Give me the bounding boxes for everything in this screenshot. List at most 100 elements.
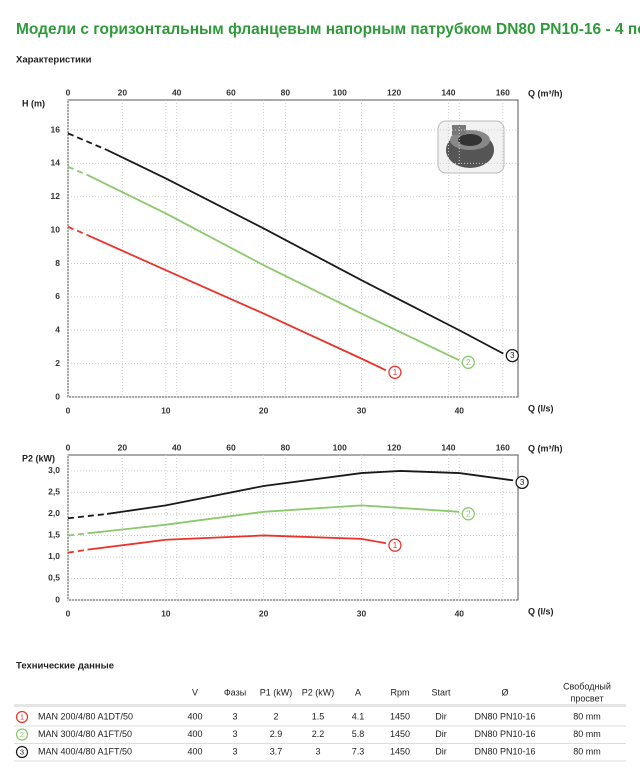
x2-tick-label: 0 — [66, 87, 71, 97]
y-tick-label: 0 — [55, 594, 60, 604]
row-marker — [15, 728, 29, 741]
y-axis-label: P2 (kW) — [22, 453, 55, 463]
series-line — [67, 132, 108, 151]
table-cell: 2.2 — [312, 729, 325, 739]
y-tick-label: 1,5 — [48, 530, 60, 540]
series-marker — [388, 365, 402, 379]
table-cell: 3.7 — [270, 746, 283, 756]
table-cell: Dir — [435, 711, 447, 721]
table-cell: 1450 — [390, 746, 410, 756]
x2-tick-label: 140 — [441, 442, 455, 452]
table-cell: 1450 — [390, 729, 410, 739]
x2-tick-label: 60 — [226, 87, 236, 97]
series-line — [87, 174, 460, 362]
series-label: 3 — [510, 351, 515, 360]
y-tick-label: 10 — [51, 224, 61, 234]
table-header: V — [192, 687, 198, 697]
series-marker — [515, 475, 529, 490]
y-tick-label: 1,0 — [48, 551, 60, 561]
series-line — [106, 149, 504, 355]
x-tick-label: 10 — [161, 608, 171, 618]
x-axis-label: Q (l/s) — [528, 606, 554, 616]
table-cell: Dir — [435, 746, 447, 756]
table-cell: DN80 PN10-16 — [474, 711, 535, 721]
y-tick-label: 6 — [55, 291, 60, 301]
table-cell: 3 — [315, 746, 320, 756]
row-marker — [15, 710, 29, 724]
y-tick-label: 3,0 — [48, 465, 60, 475]
model-name: MAN 400/4/80 A1FT/50 — [38, 746, 132, 756]
table-header: Свободный — [563, 681, 611, 691]
table-cell: 5.8 — [352, 729, 365, 739]
series-line — [67, 532, 88, 537]
series-line — [67, 225, 88, 236]
x2-tick-label: 100 — [333, 87, 347, 97]
series-line — [87, 234, 387, 372]
x2-axis-label: Q (m³/h) — [528, 443, 563, 453]
y-tick-label: 2 — [55, 358, 60, 368]
model-name: MAN 200/4/80 A1DT/50 — [38, 711, 133, 721]
x2-tick-label: 160 — [496, 442, 510, 452]
table-header: P2 (kW) — [302, 687, 335, 697]
x2-tick-label: 120 — [387, 442, 401, 452]
series-line — [67, 513, 108, 520]
series-label: 1 — [393, 541, 398, 550]
table-header: Rpm — [390, 687, 409, 697]
pump-image — [437, 120, 505, 174]
x-tick-label: 30 — [357, 608, 367, 618]
table-title: Технические данные — [16, 661, 114, 672]
table-cell: 3 — [232, 729, 237, 739]
x2-tick-label: 80 — [281, 87, 291, 97]
table-cell: 3 — [232, 711, 237, 721]
table-cell: 7.3 — [352, 746, 365, 756]
x-tick-label: 20 — [259, 405, 269, 415]
x2-tick-label: 160 — [496, 87, 510, 97]
table-cell: DN80 PN10-16 — [474, 729, 535, 739]
x-tick-label: 30 — [357, 405, 367, 415]
table-cell: 400 — [187, 746, 202, 756]
table-header: A — [355, 687, 361, 697]
row-marker — [15, 745, 29, 759]
x2-axis-label: Q (m³/h) — [528, 88, 563, 98]
x2-tick-label: 20 — [118, 87, 128, 97]
y-tick-label: 8 — [55, 258, 60, 268]
x-tick-label: 0 — [66, 608, 71, 618]
series-line — [67, 165, 88, 176]
y-tick-label: 0 — [55, 391, 60, 401]
section-label: Характеристики — [16, 55, 92, 66]
series-label: 2 — [466, 509, 471, 518]
table-cell: 2.9 — [270, 729, 283, 739]
y-axis-label: H (m) — [22, 98, 45, 108]
table-header: Ø — [501, 687, 508, 697]
series-label: 2 — [466, 358, 471, 367]
x-axis-label: Q (l/s) — [528, 403, 554, 413]
y-tick-label: 4 — [55, 325, 60, 335]
table-cell: 400 — [187, 729, 202, 739]
x2-tick-label: 140 — [441, 87, 455, 97]
x2-tick-label: 120 — [387, 87, 401, 97]
x2-tick-label: 80 — [281, 442, 291, 452]
series-line — [67, 548, 88, 554]
table-cell: 80 mm — [573, 711, 601, 721]
row-number: 3 — [20, 747, 24, 756]
y-tick-label: 16 — [51, 124, 61, 134]
table-header: Start — [431, 687, 451, 697]
table-cell: 1450 — [390, 711, 410, 721]
table-header: Фазы — [224, 687, 246, 697]
table-cell: DN80 PN10-16 — [474, 746, 535, 756]
x2-tick-label: 40 — [172, 87, 182, 97]
table-cell: 1.5 — [312, 711, 325, 721]
series-marker — [461, 355, 475, 369]
page-title: Модели с горизонтальным фланцевым напорн… — [16, 21, 640, 38]
series-marker — [461, 507, 475, 521]
y-tick-label: 2,0 — [48, 508, 60, 518]
x2-tick-label: 20 — [118, 442, 128, 452]
table-cell: 80 mm — [573, 729, 601, 739]
table-cell: 400 — [187, 711, 202, 721]
x-tick-label: 40 — [455, 405, 465, 415]
header-band — [14, 704, 626, 707]
row-number: 1 — [20, 712, 24, 721]
series-label: 1 — [393, 368, 398, 377]
series-marker — [388, 538, 402, 552]
